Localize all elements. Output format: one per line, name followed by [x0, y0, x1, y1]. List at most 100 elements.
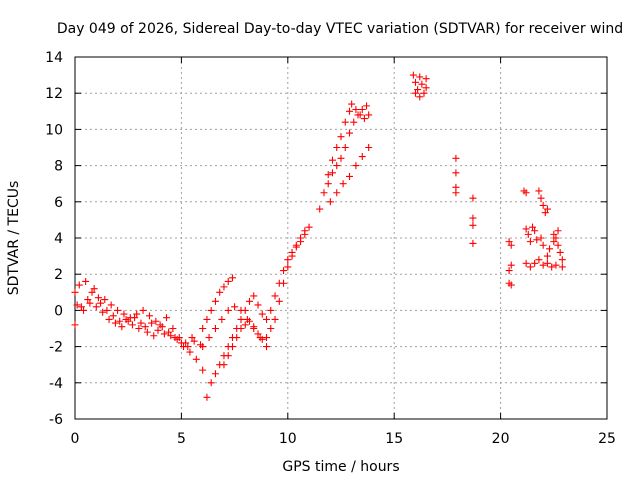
data-point [92, 303, 100, 311]
data-point [352, 162, 360, 170]
y-tick-label: 2 [54, 267, 63, 283]
data-point [233, 334, 241, 342]
data-point [75, 281, 83, 289]
data-point [416, 93, 424, 101]
data-point [250, 323, 258, 331]
data-point [505, 238, 513, 246]
data-point [145, 312, 153, 320]
x-tick-label: 10 [279, 431, 297, 447]
y-tick-label: 14 [45, 50, 63, 66]
data-point [328, 156, 336, 164]
data-point [154, 326, 162, 334]
data-point [418, 80, 426, 88]
data-point [526, 238, 534, 246]
data-point [535, 256, 543, 264]
data-point [275, 297, 283, 305]
data-point [263, 343, 271, 351]
data-point [169, 325, 177, 332]
data-point [337, 154, 345, 162]
data-point [218, 315, 226, 323]
data-point [346, 172, 354, 180]
data-point [541, 209, 549, 217]
data-point [558, 263, 566, 271]
data-point [543, 205, 551, 213]
y-tick-label: 10 [45, 122, 63, 138]
data-point [539, 261, 547, 269]
y-tick-label: 0 [54, 303, 63, 319]
data-point [241, 306, 249, 314]
data-point [411, 78, 419, 86]
data-point [341, 144, 349, 151]
data-point [292, 241, 300, 249]
data-point [88, 288, 96, 296]
data-point [203, 315, 211, 323]
data-point [548, 263, 556, 271]
data-point [363, 102, 371, 110]
series-cluster-20-23h [505, 187, 566, 289]
data-point [350, 118, 358, 126]
data-point [409, 71, 417, 79]
data-point [267, 325, 275, 332]
data-point [469, 221, 477, 229]
data-point [333, 144, 341, 151]
data-point [141, 323, 149, 331]
data-point [346, 129, 354, 137]
data-point [543, 259, 551, 267]
data-point [143, 328, 151, 336]
data-point [469, 194, 477, 202]
data-point [301, 227, 309, 235]
data-point [165, 328, 173, 336]
data-point [231, 303, 239, 311]
data-point [316, 205, 324, 213]
data-point [420, 89, 428, 97]
data-point [452, 169, 460, 177]
data-point [135, 325, 143, 332]
data-point [324, 180, 332, 188]
data-point [103, 306, 111, 314]
data-point [163, 314, 171, 322]
data-point [199, 343, 207, 351]
data-point [114, 306, 122, 314]
data-point [537, 234, 545, 242]
data-point [118, 323, 126, 331]
x-tick-label: 15 [385, 431, 403, 447]
data-point [552, 261, 560, 269]
data-point [120, 310, 128, 318]
data-point [250, 292, 258, 300]
data-point [150, 332, 158, 340]
axis-ticks: 0 5 10 15 20 25 -6 -4 -2 0 2 4 6 8 10 12 14 [45, 50, 616, 447]
series-isolated [452, 154, 477, 247]
data-point [280, 267, 288, 275]
data-point [326, 198, 334, 206]
data-point [258, 310, 266, 318]
data-point [152, 317, 160, 325]
data-point [507, 281, 515, 289]
data-point [80, 306, 88, 314]
data-point [452, 154, 460, 162]
data-point [320, 189, 328, 197]
data-point [267, 306, 275, 314]
data-point [356, 111, 364, 119]
data-point [469, 239, 477, 247]
data-point [539, 201, 547, 209]
data-point [245, 297, 253, 305]
series-track-g [220, 227, 309, 369]
data-point [228, 274, 236, 282]
series-track-i [324, 100, 373, 179]
data-point [241, 321, 249, 329]
data-point [86, 299, 94, 307]
data-points [71, 71, 566, 401]
data-point [224, 352, 232, 360]
data-point [271, 292, 279, 300]
data-point [358, 105, 366, 113]
data-point [211, 370, 219, 378]
data-point [341, 118, 349, 126]
data-point [237, 315, 245, 323]
data-point [205, 334, 213, 342]
series-track-e [203, 223, 313, 401]
data-point [297, 234, 305, 242]
data-point [522, 259, 530, 267]
data-point [469, 214, 477, 222]
data-point [254, 330, 262, 338]
data-point [188, 334, 196, 342]
